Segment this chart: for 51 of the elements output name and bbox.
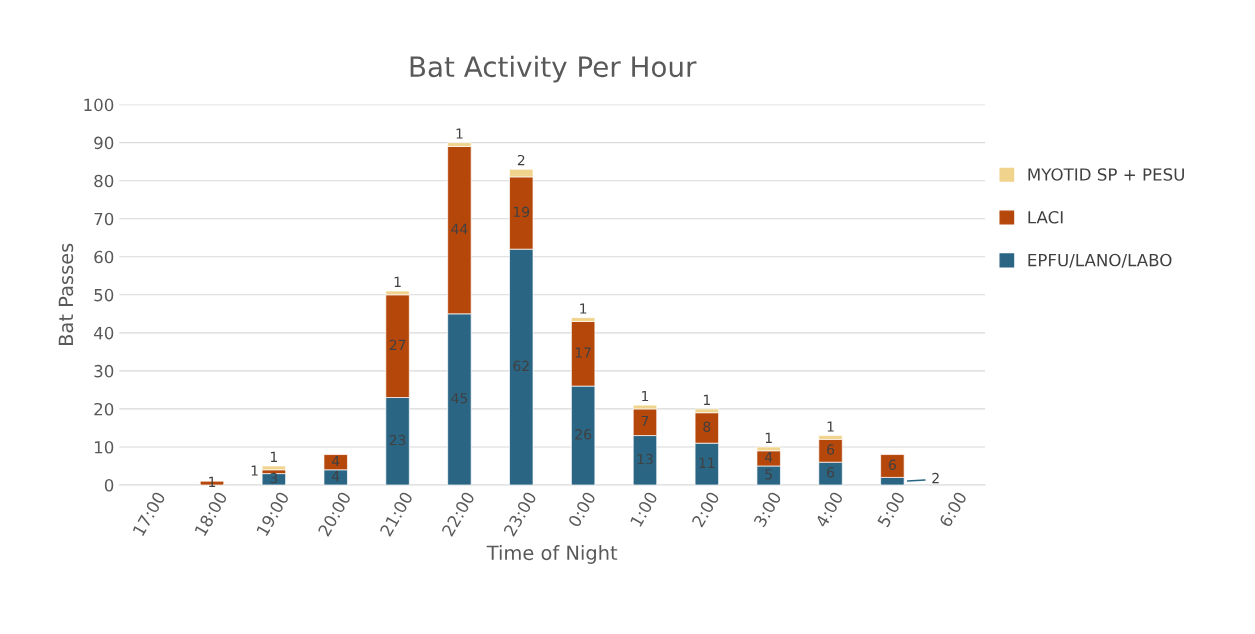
data-label: 23 bbox=[389, 434, 406, 446]
data-label: 1 bbox=[580, 303, 587, 314]
legend-label: EPFU/LANO/LABO bbox=[1028, 253, 1172, 268]
y-tick-label: 10 bbox=[94, 440, 114, 454]
data-label: 1 bbox=[270, 451, 277, 462]
x-axis-title: Time of Night bbox=[486, 545, 618, 564]
y-tick-label: 70 bbox=[94, 212, 114, 226]
data-label: 44 bbox=[451, 223, 468, 234]
data-label: 13 bbox=[637, 453, 653, 465]
data-label: 4 bbox=[764, 452, 773, 463]
legend-label: MYOTID SP + PESU bbox=[1028, 168, 1184, 181]
y-tick-label: 40 bbox=[93, 326, 114, 340]
bar bbox=[261, 473, 286, 486]
data-label: 19 bbox=[513, 206, 530, 218]
legend-label: LACI bbox=[1028, 210, 1063, 224]
data-label: 1 bbox=[703, 394, 710, 405]
data-label: 1 bbox=[394, 276, 401, 287]
y-tick-label: 0 bbox=[104, 478, 114, 492]
data-label: 26 bbox=[575, 429, 592, 440]
y-tick-label: 20 bbox=[94, 402, 114, 416]
data-label: 45 bbox=[451, 393, 468, 404]
data-label: 4 bbox=[331, 455, 340, 467]
y-tick-label: 80 bbox=[94, 174, 114, 188]
data-label: 27 bbox=[389, 339, 406, 350]
chart-title: Bat Activity Per Hour bbox=[410, 55, 697, 83]
data-label: 1 bbox=[765, 432, 772, 443]
data-label: 11 bbox=[699, 457, 715, 468]
bar bbox=[261, 465, 286, 471]
data-label: 62 bbox=[513, 360, 529, 372]
y-tick-label: 50 bbox=[94, 288, 114, 302]
y-tick-label: 100 bbox=[84, 98, 114, 112]
data-label: 1 bbox=[827, 421, 834, 432]
data-label: 7 bbox=[641, 415, 649, 427]
data-label: 5 bbox=[765, 469, 772, 480]
data-label: 1 bbox=[251, 465, 258, 476]
data-label: 6 bbox=[888, 459, 896, 471]
data-label: 17 bbox=[575, 347, 591, 358]
data-label: 3 bbox=[270, 472, 278, 484]
data-label: 1 bbox=[456, 128, 463, 139]
data-label: 8 bbox=[703, 421, 711, 432]
data-label: 1 bbox=[642, 390, 649, 402]
y-tick-label: 90 bbox=[94, 136, 114, 150]
data-label: 2 bbox=[517, 154, 525, 166]
data-label: 4 bbox=[331, 471, 340, 482]
data-label: 6 bbox=[827, 467, 835, 478]
data-label: 2 bbox=[932, 472, 939, 484]
data-label: 1 bbox=[209, 476, 216, 487]
y-tick-label: 30 bbox=[94, 364, 114, 378]
y-axis-title: Bat Passes bbox=[58, 243, 74, 345]
data-label: 6 bbox=[827, 444, 835, 455]
y-tick-label: 60 bbox=[94, 250, 114, 264]
